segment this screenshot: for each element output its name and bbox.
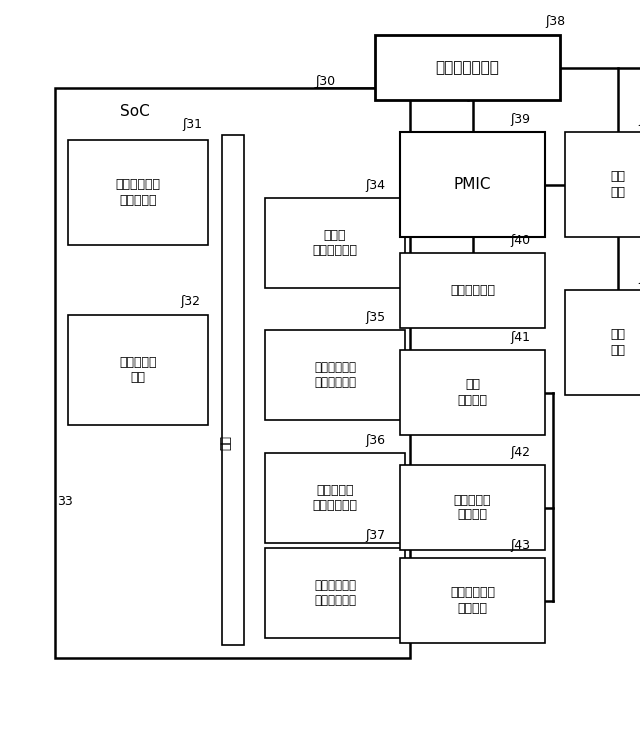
Text: ストレージ
コントローラ: ストレージ コントローラ [312,484,358,512]
Bar [265,198,405,288]
Text: ʃ42: ʃ42 [510,446,530,459]
Text: 電源
装置: 電源 装置 [610,328,625,356]
Text: ʃ37: ʃ37 [365,529,385,542]
Text: ʃ36: ʃ36 [365,434,385,447]
Text: クロック制御
モジュール: クロック制御 モジュール [115,179,161,207]
Text: ネットワーク
デバイス: ネットワーク デバイス [450,587,495,615]
Bar [400,558,545,643]
Text: バス: バス [219,435,232,450]
Bar [265,330,405,420]
Text: ʃ45: ʃ45 [638,271,640,284]
Text: 電力量計測装置: 電力量計測装置 [436,60,499,75]
Bar [68,315,208,425]
Text: 表示デバイス
コントローラ: 表示デバイス コントローラ [314,361,356,389]
Bar [55,88,410,658]
Text: プロセッサ
コア: プロセッサ コア [119,356,157,384]
Text: ʃ35: ʃ35 [365,311,385,324]
Bar [375,35,560,100]
Text: 表示
デバイス: 表示 デバイス [458,379,488,407]
Bar [400,253,545,328]
Bar [265,453,405,543]
Bar [68,140,208,245]
Text: メモリ
コントローラ: メモリ コントローラ [312,229,358,257]
Bar [400,350,545,435]
Text: ʃ39: ʃ39 [510,113,530,126]
Text: ʃ32: ʃ32 [180,295,200,308]
Text: ストレージ
デバイス: ストレージ デバイス [454,494,492,522]
Text: ʃ30: ʃ30 [315,75,335,88]
Bar [400,465,545,550]
Text: ʃ40: ʃ40 [510,234,530,247]
Text: ʃ43: ʃ43 [510,539,530,552]
Text: ʃ41: ʃ41 [510,331,530,344]
Bar [565,290,640,395]
Text: SoC: SoC [120,104,150,119]
Text: ʃ34: ʃ34 [365,179,385,192]
Bar [400,132,545,237]
Text: メインメモリ: メインメモリ [450,284,495,297]
Text: ʃ31: ʃ31 [182,118,202,131]
Text: PMIC: PMIC [454,177,492,192]
Text: ʃ44: ʃ44 [638,113,640,126]
Bar [265,548,405,638]
Text: 33: 33 [57,495,73,508]
Text: ʃ38: ʃ38 [545,15,565,28]
Bar [565,132,640,237]
Bar [222,135,244,645]
Text: 蓄電
装置: 蓄電 装置 [610,170,625,199]
Text: ネットワーク
コントローラ: ネットワーク コントローラ [314,579,356,607]
